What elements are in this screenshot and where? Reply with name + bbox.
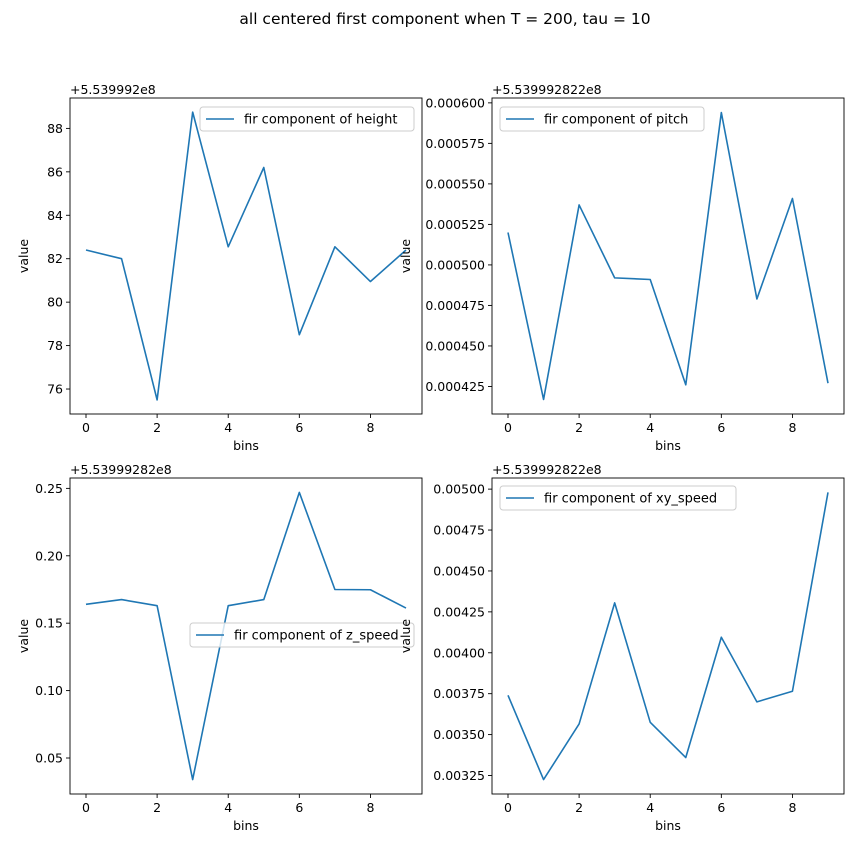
axes-frame [69,477,423,795]
x-tick-label: 8 [366,800,374,815]
y-tick-label: 0.00450 [433,563,485,578]
y-tick-label: 0.15 [35,616,63,631]
y-tick-label: 0.00500 [433,482,485,497]
legend: fir component of height [199,106,415,132]
y-offset-label: +5.53999282e8 [70,462,172,477]
y-tick-label: 82 [47,251,63,266]
x-tick-label: 2 [153,420,161,435]
y-tick-label: 0.000525 [425,217,485,232]
x-tick-label: 8 [366,420,374,435]
legend-label: fir component of xy_speed [544,492,717,507]
x-axis-label: bins [655,438,681,453]
y-tick-label: 0.000550 [425,176,485,191]
legend: fir component of pitch [499,106,705,132]
axes-frame [491,97,845,415]
legend-label: fir component of height [244,113,397,128]
subplot-grid: 0 2 4 6 876788082848688+5.539992e8binsvaluef… [16,82,845,833]
figure-title: all centered first component when T = 20… [239,10,650,28]
y-axis-label: value [398,239,413,273]
legend: fir component of z_speed [189,622,415,648]
subplot-2: 0 2 4 6 8 0.000425 0.000450 0.000475 0.000500 0.0… [398,82,845,453]
x-tick-label: 0 [82,420,90,435]
y-tick-label: 0.00425 [433,604,485,619]
y-tick-label: 0.00400 [433,645,485,660]
x-tick-label: 4 [646,420,654,435]
y-tick-label: 0.00475 [433,523,485,538]
x-tick-label: 0 [82,800,90,815]
y-tick-label: 76 [47,382,63,397]
subplot-4: 0 2 4 6 8 0.00325 0.00350 0.00375 0.00400 0.00425… [398,462,845,833]
legend-box [499,106,705,132]
y-tick-label: 78 [47,338,63,353]
y-tick-label: 88 [47,121,63,136]
y-offset-label: +5.539992822e8 [492,462,602,477]
x-tick-label: 8 [788,420,796,435]
y-tick-label: 86 [47,164,63,179]
y-tick-label: 0.000450 [425,338,485,353]
series-line [507,111,829,401]
y-tick-label: 0.000600 [425,95,485,110]
y-tick-label: 0.00325 [433,768,485,783]
y-axis-label: value [398,619,413,653]
x-tick-label: 2 [153,800,161,815]
y-tick-label: 0.00375 [433,686,485,701]
x-tick-label: 6 [717,800,725,815]
x-tick-label: 0 [504,420,512,435]
legend-label: fir component of pitch [544,113,688,128]
x-tick-label: 6 [717,420,725,435]
x-tick-label: 0 [504,800,512,815]
series-line [507,492,829,781]
y-tick-label: 0.00350 [433,727,485,742]
x-tick-label: 8 [788,800,796,815]
axes-frame [491,477,845,795]
x-tick-label: 4 [224,800,232,815]
y-tick-label: 80 [47,295,63,310]
y-tick-label: 0.25 [35,481,63,496]
x-axis-label: bins [233,438,259,453]
y-axis-label: value [16,239,31,273]
subplot-3: 0 2 4 6 8 0.05 0.10 0.15 0.20 0.25 +5.53999282e8 bi… [16,462,423,833]
subplot-1: 0 2 4 6 8 76 78 80 82 84 86 88 +5.539992e8 bins value f… [16,82,423,453]
y-tick-label: 0.10 [35,683,63,698]
x-tick-label: 2 [575,800,583,815]
legend-box [499,485,737,511]
x-tick-label: 2 [575,420,583,435]
y-offset-label: +5.539992822e8 [492,82,602,97]
series-line [85,111,407,401]
legend-box [189,622,415,648]
y-tick-label: 0.05 [35,751,63,766]
x-axis-label: bins [655,818,681,833]
y-tick-label: 0.000475 [425,298,485,313]
y-tick-label: 0.000575 [425,136,485,151]
axes-frame [69,97,423,415]
y-offset-label: +5.539992e8 [70,82,156,97]
y-tick-label: 0.000500 [425,257,485,272]
legend: fir component of xy_speed [499,485,737,511]
y-axis-label: value [16,619,31,653]
x-tick-label: 4 [224,420,232,435]
y-tick-label: 0.000425 [425,379,485,394]
x-tick-label: 6 [295,800,303,815]
x-axis-label: bins [233,818,259,833]
y-tick-label: 84 [47,208,63,223]
y-tick-label: 0.20 [35,548,63,563]
x-tick-label: 4 [646,800,654,815]
legend-label: fir component of z_speed [234,629,399,644]
x-tick-label: 6 [295,420,303,435]
series-line [85,491,407,781]
legend-box [199,106,415,132]
